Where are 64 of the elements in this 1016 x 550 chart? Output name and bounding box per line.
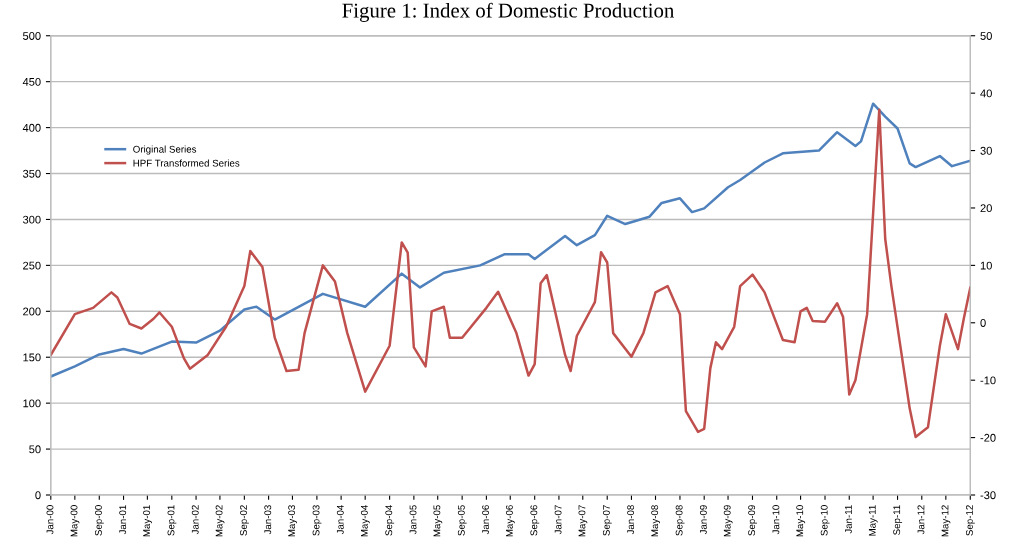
y-tick-label: 300 <box>22 215 41 224</box>
x-tick-label: Sep-08 <box>675 505 685 536</box>
y-tick-label: 350 <box>22 169 41 178</box>
x-tick-label: Jan-02 <box>191 505 199 535</box>
x-tick-label: Sep-05 <box>457 505 467 536</box>
y-tick-label: 100 <box>23 399 41 408</box>
x-tick-label: Jan-11 <box>845 505 852 534</box>
x-tick-label: Sep-12 <box>966 505 975 536</box>
x-tick-label: May-04 <box>360 505 370 537</box>
x-tick-label: Jan-09 <box>699 505 707 535</box>
x-tick-label: Jan-05 <box>409 505 417 535</box>
x-tick-label: May-09 <box>723 505 733 537</box>
legend-label: HPF Transformed Series <box>133 159 240 167</box>
x-tick-label: May-06 <box>505 505 515 537</box>
x-tick-label: Sep-11 <box>893 505 903 535</box>
x-tick-label: May-07 <box>578 505 588 537</box>
legend-label: Original Series <box>133 145 197 155</box>
x-tick-label: Sep-07 <box>602 505 612 536</box>
y2-tick-label: -10 <box>980 376 996 385</box>
x-tick-label: Sep-01 <box>167 505 177 536</box>
x-tick-label: Sep-04 <box>385 505 395 536</box>
x-tick-label: Jan-00 <box>46 505 54 535</box>
y2-tick-label: 30 <box>980 146 992 155</box>
x-tick-label: May-01 <box>143 505 152 537</box>
x-tick-label: May-08 <box>651 505 661 537</box>
chart-title: Figure 1: Index of Domestic Production <box>342 2 675 22</box>
y2-tick-label: 0 <box>980 319 986 327</box>
x-tick-label: May-12 <box>941 505 951 537</box>
y2-tick-label: 20 <box>980 204 992 213</box>
y-tick-label: 150 <box>23 353 41 362</box>
x-tick-label: Sep-02 <box>240 505 249 536</box>
x-tick-label: May-00 <box>70 505 80 537</box>
x-tick-label: May-11 <box>868 505 878 536</box>
line-series <box>50 102 971 378</box>
x-tick-label: Jan-06 <box>482 505 490 535</box>
y-tick-label: 400 <box>22 123 41 132</box>
x-tick-label: May-02 <box>215 505 225 537</box>
y2-tick-label: 50 <box>980 32 992 40</box>
x-tick-label: Jan-01 <box>119 505 127 535</box>
x-tick-label: May-05 <box>433 505 443 537</box>
x-tick-label: Jan-04 <box>336 505 344 535</box>
x-tick-label: Sep-00 <box>95 505 104 536</box>
x-tick-label: Sep-10 <box>820 505 830 536</box>
x-tick-label: Jan-10 <box>772 505 780 535</box>
x-tick-label: Jan-08 <box>627 505 635 535</box>
y-tick-label: 200 <box>23 307 41 316</box>
x-tick-label: May-10 <box>796 505 806 537</box>
y-tick-label: 250 <box>23 261 41 270</box>
y2-tick-label: 40 <box>980 89 992 98</box>
y-tick-label: 50 <box>29 445 41 454</box>
x-tick-label: Jan-12 <box>917 505 925 535</box>
y-tick-label: 500 <box>22 32 41 40</box>
x-tick-label: Jan-03 <box>264 505 272 535</box>
x-tick-label: Jan-07 <box>554 505 562 535</box>
x-tick-label: Sep-03 <box>312 505 322 536</box>
y2-tick-label: 10 <box>980 261 992 270</box>
y-tick-label: 450 <box>22 77 41 86</box>
x-tick-label: Sep-09 <box>748 505 758 536</box>
x-tick-label: May-03 <box>288 505 297 537</box>
x-tick-label: Sep-06 <box>530 505 540 536</box>
y2-tick-label: -30 <box>980 491 996 500</box>
y-tick-label: 0 <box>35 491 41 500</box>
y2-tick-label: -20 <box>980 433 996 442</box>
line-series <box>50 108 971 439</box>
